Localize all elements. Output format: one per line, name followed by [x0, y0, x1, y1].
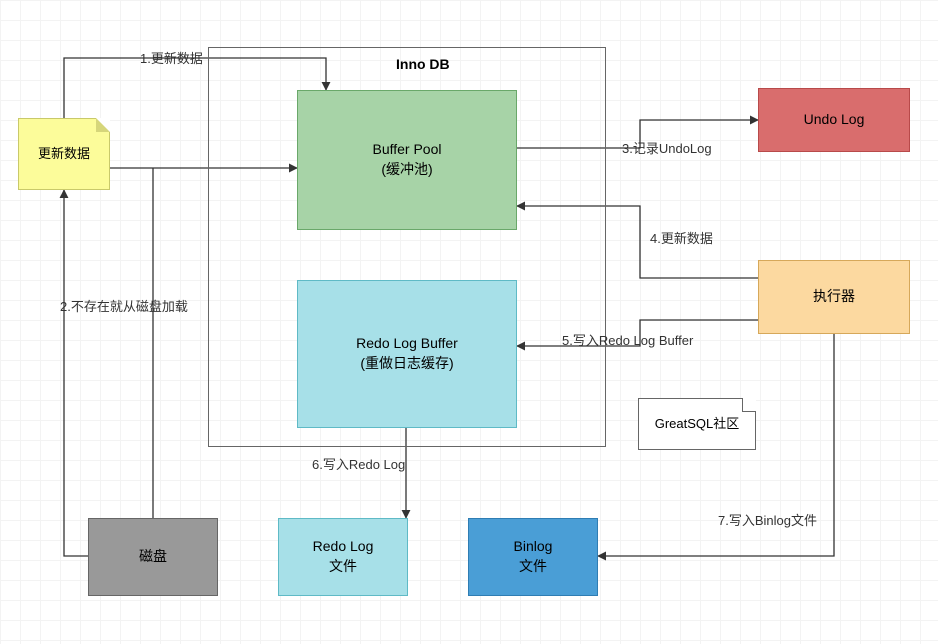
edge-disk-note: [64, 190, 88, 556]
executor: 执行器: [758, 260, 910, 334]
redo-file-label1: Redo Log: [313, 537, 374, 557]
innodb-title: Inno DB: [396, 56, 450, 72]
executor-label: 执行器: [813, 287, 855, 307]
undo-log-label: Undo Log: [804, 110, 865, 130]
edge-5-label: 5.写入Redo Log Buffer: [562, 330, 693, 349]
redo-buffer: Redo Log Buffer (重做日志缓存): [297, 280, 517, 428]
edge-6-label: 6.写入Redo Log: [312, 454, 405, 473]
note-fold-icon: [96, 118, 110, 132]
update-note-label: 更新数据: [38, 145, 90, 163]
greatsql-doc: GreatSQL社区: [638, 398, 756, 450]
buffer-pool-label2: (缓冲池): [381, 160, 432, 180]
edge-2-label: 2.不存在就从磁盘加载: [60, 296, 188, 315]
redo-buffer-label1: Redo Log Buffer: [356, 334, 458, 354]
redo-file-label2: 文件: [329, 557, 357, 577]
redo-file: Redo Log 文件: [278, 518, 408, 596]
binlog-label1: Binlog: [514, 537, 553, 557]
binlog-label2: 文件: [519, 557, 547, 577]
update-note: 更新数据: [18, 118, 110, 190]
buffer-pool-label1: Buffer Pool: [372, 140, 441, 160]
edge-1-label: 1.更新数据: [140, 48, 203, 67]
edge-4-label: 4.更新数据: [650, 228, 713, 247]
edge-3-label: 3.记录UndoLog: [622, 138, 712, 157]
buffer-pool: Buffer Pool (缓冲池): [297, 90, 517, 230]
disk: 磁盘: [88, 518, 218, 596]
doc-fold-icon: [742, 398, 756, 412]
edge-7-label: 7.写入Binlog文件: [718, 510, 817, 529]
disk-label: 磁盘: [139, 547, 167, 567]
binlog: Binlog 文件: [468, 518, 598, 596]
greatsql-label: GreatSQL社区: [655, 415, 740, 433]
undo-log: Undo Log: [758, 88, 910, 152]
redo-buffer-label2: (重做日志缓存): [360, 354, 453, 374]
